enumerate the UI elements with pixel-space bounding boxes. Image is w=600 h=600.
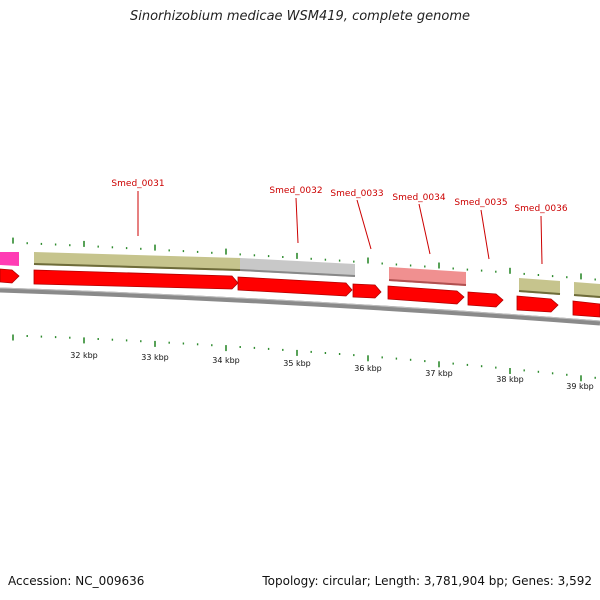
scale-label-34: 34 kbp — [212, 356, 240, 365]
feature-block-olive-3-edge — [573, 294, 600, 298]
scale-labels: 32 kbp 33 kbp 34 kbp 35 kbp 36 kbp 37 kb… — [70, 351, 594, 391]
gene-labels: Smed_0031 Smed_0032 Smed_0033 Smed_0034 … — [111, 179, 567, 214]
gene-arrow-smed-0031[interactable] — [33, 269, 239, 290]
gene-arrow-smed-0033[interactable] — [352, 283, 382, 299]
feature-block-olive-3[interactable] — [574, 282, 600, 298]
backbone-track — [0, 287, 600, 326]
accession-label: Accession: NC_009636 — [8, 574, 145, 588]
scale-label-37: 37 kbp — [425, 369, 453, 378]
gene-leader-smed-0033 — [356, 199, 372, 250]
gene-label-smed-0035[interactable]: Smed_0035 — [454, 198, 507, 208]
feature-block-gray-edge — [239, 269, 356, 277]
gene-label-smed-0032[interactable]: Smed_0032 — [269, 186, 322, 196]
gene-label-leaders — [137, 191, 543, 265]
gene-arrow-smed-0036[interactable] — [516, 295, 559, 313]
gene-leader-smed-0035 — [480, 209, 490, 260]
scale-label-36: 36 kbp — [354, 364, 382, 373]
feature-block-olive-edge — [33, 263, 241, 271]
gene-leader-smed-0032 — [295, 197, 299, 244]
feature-block-pink-edge — [388, 279, 467, 286]
gene-label-smed-0036[interactable]: Smed_0036 — [514, 204, 567, 214]
gene-arrow-smed-0032[interactable] — [237, 276, 353, 297]
scale-label-39: 39 kbp — [566, 382, 594, 391]
gene-arrow-smed-0034[interactable] — [387, 285, 465, 305]
scale-label-38: 38 kbp — [496, 375, 524, 384]
bottom-tick-ruler — [12, 334, 596, 382]
top-tick-ruler — [12, 237, 596, 281]
feature-block-magenta[interactable] — [0, 252, 19, 266]
topology-summary: Topology: circular; Length: 3,781,904 bp… — [262, 574, 592, 588]
feature-block-olive-2-edge — [518, 290, 561, 295]
gene-arrow-right-partial[interactable] — [572, 300, 600, 318]
gene-label-smed-0034[interactable]: Smed_0034 — [392, 193, 445, 203]
feature-track — [0, 252, 600, 298]
gene-leader-smed-0036 — [540, 215, 543, 265]
gene-label-smed-0033[interactable]: Smed_0033 — [330, 189, 383, 199]
gene-label-smed-0031[interactable]: Smed_0031 — [111, 179, 164, 189]
gene-leader-smed-0034 — [418, 203, 431, 255]
gene-track — [0, 268, 600, 318]
scale-label-33: 33 kbp — [141, 353, 169, 362]
backbone-track-highlight — [0, 287, 600, 322]
gene-arrow-left-partial[interactable] — [0, 268, 20, 284]
map-title: Sinorhizobium medicae WSM419, complete g… — [129, 9, 471, 24]
scale-label-32: 32 kbp — [70, 351, 98, 360]
gene-arrow-smed-0035[interactable] — [467, 291, 504, 308]
scale-label-35: 35 kbp — [283, 359, 311, 368]
